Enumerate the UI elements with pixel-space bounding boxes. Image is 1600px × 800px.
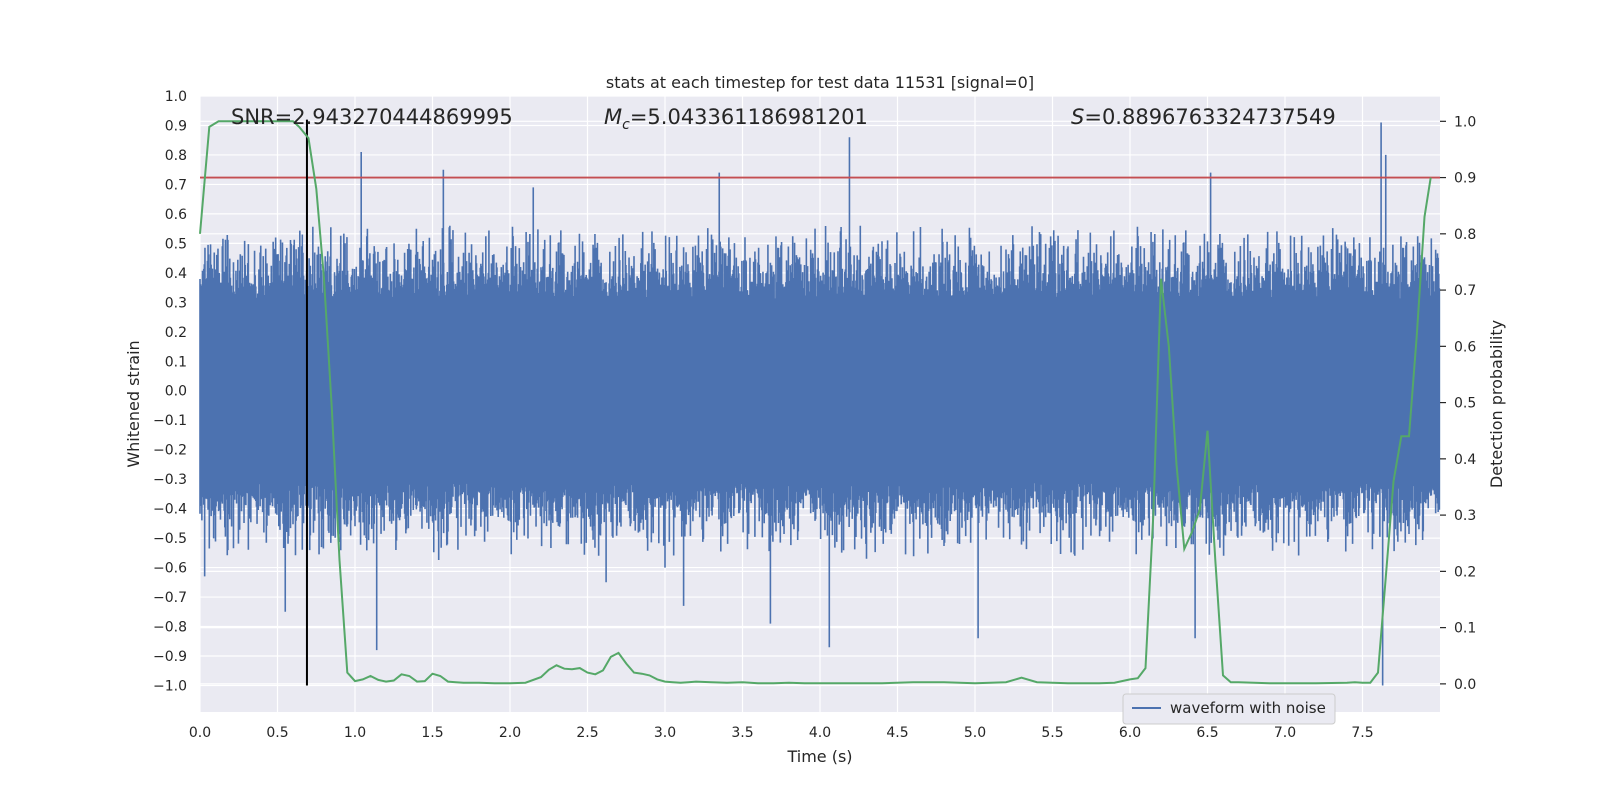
y-axis-right-ticks: 1.0 0.9 0.8 0.7 0.6 0.5 0.4 0.3 0.2 0.1 0.0 <box>1440 114 1476 693</box>
chirp-mass-symbol: M <box>604 105 622 129</box>
y-left-tick-label: 0.0 <box>165 384 187 400</box>
y-axis-left-title: Whitened strain <box>124 340 143 467</box>
x-tick-label: 0.5 <box>266 725 288 741</box>
y-right-tick-label: 0.2 <box>1454 564 1476 580</box>
y-right-tick-label: 0.7 <box>1454 283 1476 299</box>
y-right-tick-label: 0.3 <box>1454 508 1476 524</box>
x-axis-title: Time (s) <box>786 747 852 766</box>
y-left-tick-label: −0.9 <box>153 649 187 665</box>
snr-annotation: SNR=2.943270444869995 <box>231 105 513 129</box>
y-left-tick-label: 0.6 <box>165 207 187 223</box>
x-tick-label: 3.5 <box>731 725 753 741</box>
y-left-tick-label: −0.7 <box>153 590 187 606</box>
y-left-tick-label: 0.3 <box>165 295 187 311</box>
y-right-tick-label: 0.1 <box>1454 621 1476 637</box>
s-annotation: S=0.8896763324737549 <box>1071 105 1336 129</box>
y-left-tick-label: 0.4 <box>165 266 187 282</box>
x-tick-label: 3.0 <box>654 725 676 741</box>
y-left-tick-label: 0.1 <box>165 354 187 370</box>
y-left-tick-label: −0.8 <box>153 620 187 636</box>
chirp-mass-value: =5.043361186981201 <box>630 105 868 129</box>
y-left-tick-label: −0.6 <box>153 561 187 577</box>
waveform-series <box>199 122 1441 686</box>
y-left-tick-label: 0.9 <box>165 118 187 134</box>
x-tick-label: 2.5 <box>576 725 598 741</box>
legend-box <box>1122 693 1336 725</box>
y-right-tick-label: 1.0 <box>1454 114 1476 130</box>
y-left-tick-label: 1.0 <box>165 89 187 105</box>
x-tick-label: 1.5 <box>421 725 443 741</box>
y-left-tick-label: −0.2 <box>153 443 187 459</box>
s-value: =0.8896763324737549 <box>1084 105 1335 129</box>
x-tick-label: 7.5 <box>1351 725 1373 741</box>
y-left-tick-label: 0.5 <box>165 236 187 252</box>
detection-probability-series <box>199 120 1432 685</box>
x-tick-label: 5.5 <box>1041 725 1063 741</box>
chirp-mass-subscript: c <box>622 117 630 133</box>
y-left-tick-label: 0.8 <box>165 148 187 164</box>
chart-title: stats at each timestep for test data 115… <box>606 73 1034 92</box>
x-tick-label: 6.5 <box>1196 725 1218 741</box>
y-left-tick-label: −0.3 <box>153 472 187 488</box>
waveform-core-fill <box>200 313 1440 469</box>
y-left-tick-label: 0.2 <box>165 325 187 341</box>
y-axis-left-ticks: 1.0 0.9 0.8 0.7 0.6 0.5 0.4 0.3 0.2 0.1 0.0 −0.1 −0.… <box>153 89 187 694</box>
x-tick-label: 2.0 <box>499 725 521 741</box>
y-right-tick-label: 0.0 <box>1454 677 1476 693</box>
y-right-tick-label: 0.9 <box>1454 171 1476 187</box>
x-tick-label: 6.0 <box>1119 725 1141 741</box>
x-tick-label: 4.0 <box>809 725 831 741</box>
x-tick-label: 1.0 <box>344 725 366 741</box>
legend: waveform with noise <box>1122 693 1336 725</box>
y-left-tick-label: 0.7 <box>165 177 187 193</box>
x-tick-label: 7.0 <box>1274 725 1296 741</box>
y-left-tick-label: −0.1 <box>153 413 187 429</box>
y-axis-right-title: Detection probability <box>1487 320 1506 488</box>
y-right-tick-label: 0.4 <box>1454 452 1476 468</box>
legend-label: waveform with noise <box>1170 699 1326 717</box>
y-right-tick-label: 0.8 <box>1454 227 1476 243</box>
y-left-tick-label: −1.0 <box>153 678 187 694</box>
x-tick-label: 0.0 <box>189 725 211 741</box>
chirp-mass-annotation: Mc=5.043361186981201 <box>604 105 868 133</box>
y-left-tick-label: −0.4 <box>153 502 187 518</box>
x-tick-label: 5.0 <box>964 725 986 741</box>
s-symbol: S <box>1071 105 1084 129</box>
y-right-tick-label: 0.6 <box>1454 339 1476 355</box>
x-axis-ticks: 0.0 0.5 1.0 1.5 2.0 2.5 3.0 3.5 4.0 4.5 5.0 5.5 6.0 6… <box>189 725 1374 741</box>
y-left-tick-label: −0.5 <box>153 531 187 547</box>
y-right-tick-label: 0.5 <box>1454 396 1476 412</box>
x-tick-label: 4.5 <box>886 725 908 741</box>
